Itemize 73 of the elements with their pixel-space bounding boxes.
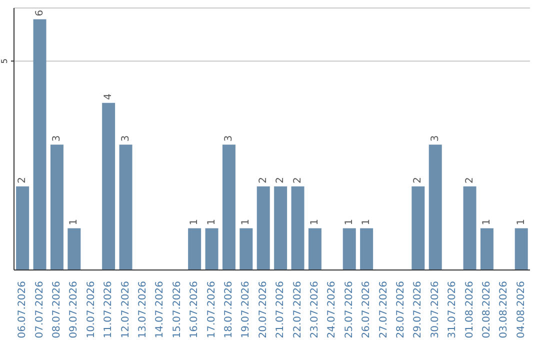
x-tick-label: 29.07.2026 xyxy=(412,281,424,338)
data-label: 6 xyxy=(34,10,46,16)
bar xyxy=(33,19,46,270)
data-label: 3 xyxy=(430,135,441,142)
data-label: 4 xyxy=(103,93,114,100)
data-label: 2 xyxy=(464,177,476,184)
data-label: 2 xyxy=(17,177,28,184)
bar xyxy=(514,228,528,270)
x-tick-label: 11.07.2026 xyxy=(103,281,114,338)
bar xyxy=(16,186,30,270)
x-tick-label: 21.07.2026 xyxy=(275,281,286,338)
data-label: 2 xyxy=(275,177,286,184)
bar xyxy=(308,228,322,270)
data-label: 3 xyxy=(223,135,234,142)
bar xyxy=(102,102,116,270)
bar xyxy=(205,228,218,270)
bar xyxy=(222,144,236,270)
data-label: 3 xyxy=(120,135,132,142)
x-tick-label: 14.07.2026 xyxy=(154,281,166,338)
x-tick-label: 04.08.2026 xyxy=(516,281,527,338)
x-tick-label: 27.07.2026 xyxy=(378,281,390,338)
data-label: 1 xyxy=(361,218,372,226)
x-tick-label: 13.07.2026 xyxy=(138,281,148,338)
x-tick-label: 17.07.2026 xyxy=(206,281,218,338)
data-label: 1 xyxy=(68,218,80,226)
x-tick-label: 25.07.2026 xyxy=(344,281,355,338)
bar xyxy=(240,228,253,270)
data-label: 2 xyxy=(412,177,424,184)
bar xyxy=(428,144,442,270)
data-label: 1 xyxy=(206,218,218,226)
x-tick-label: 18.07.2026 xyxy=(224,281,234,338)
x-tick-label: 09.07.2026 xyxy=(68,281,80,338)
bar xyxy=(50,144,64,270)
x-tick-label: 16.07.2026 xyxy=(189,281,200,338)
x-tick-label: 15.07.2026 xyxy=(172,281,183,338)
x-tick-label: 06.07.2026 xyxy=(17,281,28,338)
data-label: 2 xyxy=(258,177,269,184)
data-label: 1 xyxy=(516,218,527,226)
x-tick-label: 30.07.2026 xyxy=(430,281,441,338)
data-label: 1 xyxy=(344,218,355,226)
y-tick-label: 5 xyxy=(0,58,9,64)
bar xyxy=(463,186,476,270)
x-tick-label: 08.07.2026 xyxy=(52,281,62,338)
x-tick-label: 10.07.2026 xyxy=(86,281,97,338)
x-tick-label: 07.07.2026 xyxy=(34,281,46,338)
bar xyxy=(119,144,132,270)
bar xyxy=(480,228,494,270)
bar xyxy=(256,186,270,270)
x-tick-label: 26.07.2026 xyxy=(361,281,372,338)
x-tick-label: 02.08.2026 xyxy=(482,281,492,338)
x-tick-label: 20.07.2026 xyxy=(258,281,269,338)
x-tick-label: 31.07.2026 xyxy=(447,281,458,338)
bar xyxy=(360,228,374,270)
x-tick-label: 22.07.2026 xyxy=(292,281,304,338)
data-label: 1 xyxy=(309,218,320,226)
x-tick-label: 19.07.2026 xyxy=(240,281,252,338)
bar xyxy=(274,186,288,270)
x-tick-label: 24.07.2026 xyxy=(326,281,338,338)
data-label: 1 xyxy=(189,218,200,226)
x-tick-label: 03.08.2026 xyxy=(498,281,510,338)
bar xyxy=(291,186,304,270)
data-label: 1 xyxy=(240,218,252,226)
bar xyxy=(412,186,425,270)
data-label: 2 xyxy=(292,177,304,184)
x-tick-label: 23.07.2026 xyxy=(310,281,320,338)
x-tick-label: 28.07.2026 xyxy=(396,281,406,338)
x-tick-label: 12.07.2026 xyxy=(120,281,132,338)
x-tick-label: 01.08.2026 xyxy=(464,281,476,338)
bar xyxy=(68,228,81,270)
bar xyxy=(188,228,202,270)
data-label: 1 xyxy=(481,218,492,226)
data-label: 3 xyxy=(51,135,62,142)
bar xyxy=(342,228,356,270)
